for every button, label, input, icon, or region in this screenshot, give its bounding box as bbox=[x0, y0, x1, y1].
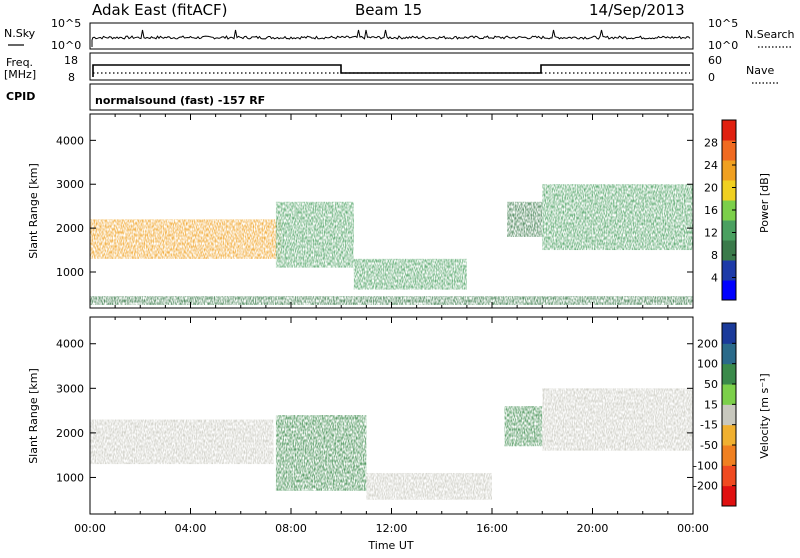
colorbar-swatch bbox=[722, 404, 736, 426]
power-y-ticks: 1000 2000 3000 4000 bbox=[56, 134, 693, 279]
colorbar-tick-label: 24 bbox=[704, 159, 718, 172]
colorbar-swatch bbox=[722, 424, 736, 446]
power-colorbar-label: Power [dB] bbox=[758, 173, 771, 233]
echo-region bbox=[542, 388, 693, 451]
colorbar-swatch bbox=[722, 180, 736, 201]
x-tick-label: 20:00 bbox=[577, 522, 609, 535]
colorbar-swatch bbox=[722, 465, 736, 487]
cpid-label: CPID bbox=[6, 90, 35, 103]
nsky-panel: N.Sky 10^5 10^0 10^5 10^0 N.Search bbox=[4, 17, 795, 52]
y-tick-label: 2000 bbox=[56, 222, 84, 235]
velocity-colorbar-label: Velocity [m s⁻¹] bbox=[758, 373, 771, 458]
colorbar-tick-label: -100 bbox=[693, 459, 718, 472]
freq-left-tick-bottom: 8 bbox=[68, 71, 75, 84]
date-label: 14/Sep/2013 bbox=[589, 1, 685, 19]
x-axis-label: Time UT bbox=[367, 539, 413, 552]
colorbar-swatch bbox=[722, 323, 736, 344]
power-panel: 1000 2000 3000 4000 Slant Range [km] 4 8 12 16… bbox=[27, 113, 771, 309]
nsearch-label: N.Search bbox=[745, 28, 795, 41]
velocity-x-ticks: 00:00 04:00 08:00 12:00 16:00 20:00 00:00 bbox=[74, 317, 709, 535]
cpid-text: normalsound (fast) -157 RF bbox=[95, 94, 265, 107]
power-colorbar: 4 8 12 16 20 24 28 bbox=[704, 119, 737, 301]
x-tick-label: 04:00 bbox=[175, 522, 207, 535]
echo-region bbox=[507, 201, 543, 237]
cpid-panel: CPID normalsound (fast) -157 RF bbox=[6, 83, 694, 111]
y-tick-label: 3000 bbox=[56, 382, 84, 395]
echo-region bbox=[90, 419, 274, 465]
nsky-right-tick-bottom: 10^0 bbox=[708, 39, 738, 52]
velocity-colorbar: 200 100 50 15 -15 -50 -100 -200 bbox=[693, 322, 737, 507]
nsky-right-tick-top: 10^5 bbox=[708, 17, 738, 30]
echo-region bbox=[366, 472, 492, 500]
colorbar-swatch bbox=[722, 384, 736, 405]
colorbar-swatch bbox=[722, 160, 736, 181]
colorbar-tick-label: 200 bbox=[697, 337, 718, 350]
y-tick-label: 1000 bbox=[56, 471, 84, 484]
echo-region bbox=[90, 219, 281, 259]
velocity-y-ticks: 1000 2000 3000 4000 bbox=[56, 338, 693, 484]
colorbar-tick-label: 50 bbox=[704, 378, 718, 391]
nave-right-tick-top: 60 bbox=[708, 54, 722, 67]
y-tick-label: 2000 bbox=[56, 427, 84, 440]
colorbar-swatch bbox=[722, 485, 736, 507]
power-x-ticks bbox=[89, 114, 694, 308]
freq-trace bbox=[92, 64, 690, 77]
x-tick-label: 00:00 bbox=[677, 522, 709, 535]
freq-panel: Freq. [MHz] 18 8 60 0 Nave bbox=[4, 52, 778, 84]
x-tick-label: 08:00 bbox=[275, 522, 307, 535]
colorbar-swatch bbox=[722, 220, 736, 241]
colorbar-tick-label: 16 bbox=[704, 204, 718, 217]
y-tick-label: 4000 bbox=[56, 134, 84, 147]
colorbar-tick-label: -50 bbox=[700, 439, 718, 452]
y-tick-label: 1000 bbox=[56, 266, 84, 279]
echo-region bbox=[275, 201, 354, 268]
nsky-left-tick-bottom: 10^0 bbox=[51, 39, 81, 52]
nsky-label: N.Sky bbox=[4, 27, 36, 40]
x-tick-label: 12:00 bbox=[376, 522, 408, 535]
colorbar-swatch bbox=[722, 363, 736, 385]
colorbar-tick-label: -200 bbox=[693, 480, 718, 493]
beam-label: Beam 15 bbox=[355, 1, 422, 19]
velocity-y-axis-label: Slant Range [km] bbox=[27, 368, 40, 464]
velocity-data bbox=[90, 388, 693, 500]
x-tick-label: 00:00 bbox=[74, 522, 106, 535]
colorbar-swatch bbox=[722, 445, 736, 466]
echo-region bbox=[542, 184, 693, 251]
echo-region bbox=[275, 415, 367, 491]
nsky-left-tick-top: 10^5 bbox=[51, 17, 81, 30]
nave-right-tick-bottom: 0 bbox=[708, 71, 715, 84]
colorbar-tick-label: 15 bbox=[704, 398, 718, 411]
nave-label: Nave bbox=[746, 64, 774, 77]
power-data bbox=[90, 184, 693, 305]
colorbar-tick-label: 20 bbox=[704, 182, 718, 195]
colorbar-swatch bbox=[722, 140, 736, 161]
echo-region bbox=[90, 296, 693, 305]
colorbar-swatch bbox=[722, 200, 736, 221]
y-tick-label: 3000 bbox=[56, 178, 84, 191]
freq-label-line1: Freq. bbox=[6, 56, 33, 69]
colorbar-swatch bbox=[722, 240, 736, 261]
nsky-trace bbox=[91, 29, 691, 47]
colorbar-swatch bbox=[722, 343, 736, 365]
colorbar-tick-label: 28 bbox=[704, 137, 718, 150]
echo-region bbox=[504, 406, 543, 447]
station-title: Adak East (fitACF) bbox=[92, 1, 227, 19]
colorbar-tick-label: -15 bbox=[700, 419, 718, 432]
colorbar-tick-label: 4 bbox=[711, 272, 718, 285]
echo-region bbox=[353, 258, 467, 290]
power-y-axis-label: Slant Range [km] bbox=[27, 163, 40, 259]
colorbar-tick-label: 12 bbox=[704, 227, 718, 240]
freq-label-line2: [MHz] bbox=[4, 68, 36, 81]
colorbar-swatch bbox=[722, 280, 736, 301]
y-tick-label: 4000 bbox=[56, 338, 84, 351]
colorbar-swatch bbox=[722, 120, 736, 141]
colorbar-tick-label: 100 bbox=[697, 358, 718, 371]
colorbar-tick-label: 8 bbox=[711, 249, 718, 262]
x-tick-label: 16:00 bbox=[476, 522, 508, 535]
freq-left-tick-top: 18 bbox=[64, 54, 78, 67]
colorbar-swatch bbox=[722, 260, 736, 281]
